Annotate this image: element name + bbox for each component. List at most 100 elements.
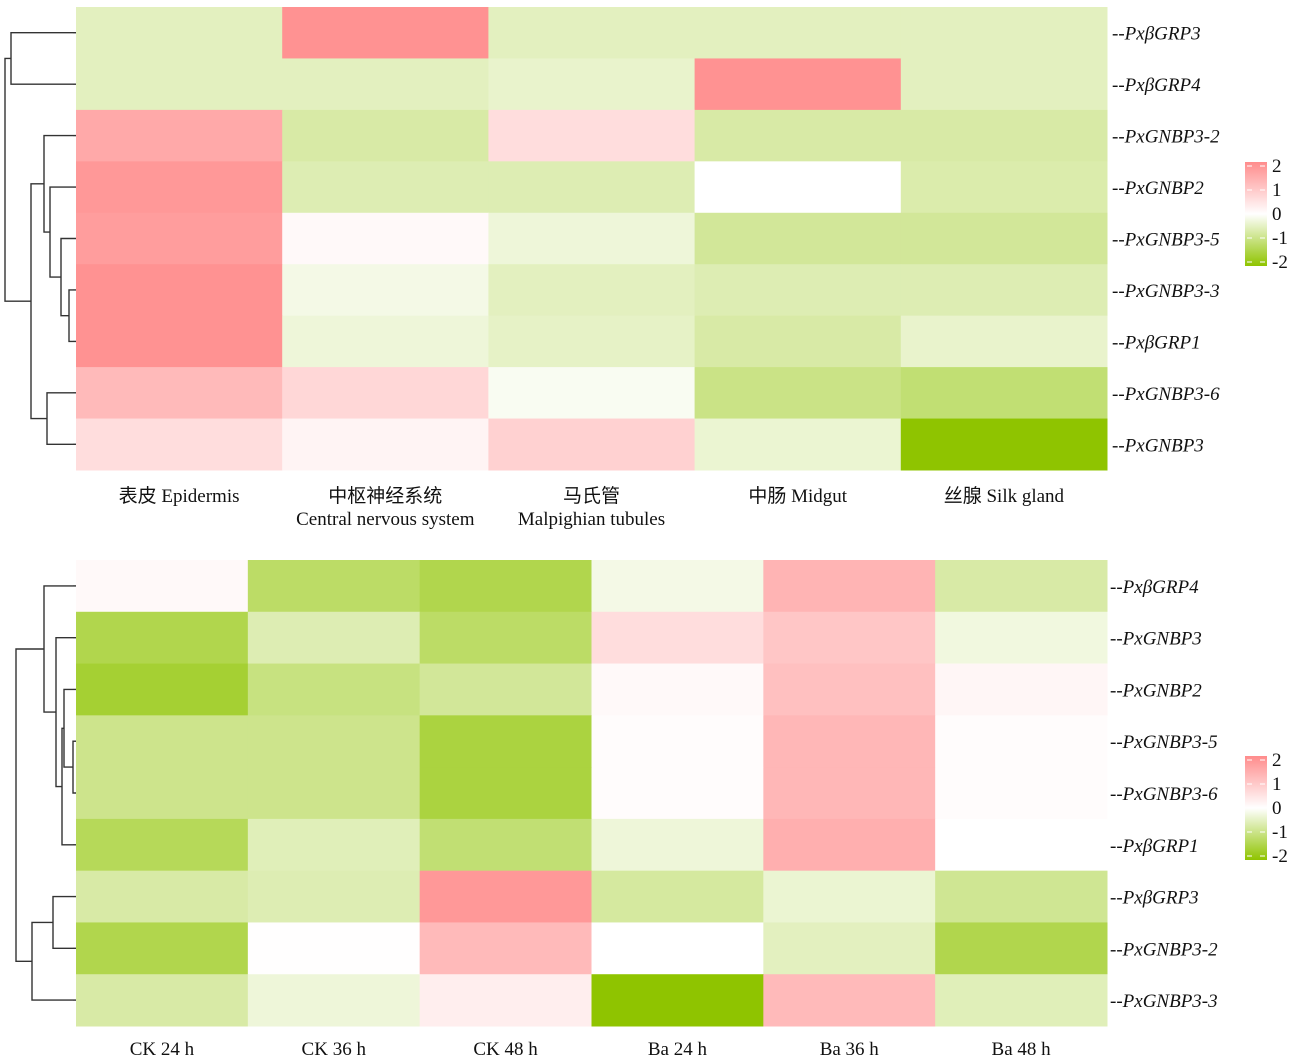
heatmap-cell	[694, 109, 902, 162]
dendrogram-branch	[15, 648, 44, 962]
heatmap-cell	[488, 109, 696, 162]
heatmap-cell	[900, 418, 1108, 471]
row-label: --PxβGRP1	[1110, 836, 1199, 857]
heatmap-cell	[900, 58, 1108, 111]
heatmap-cell	[419, 663, 592, 716]
row-label: --PxβGRP3	[1112, 24, 1201, 45]
legend-label: 0	[1272, 204, 1282, 225]
heatmap-cell	[76, 974, 249, 1027]
heatmap-cell	[419, 974, 592, 1027]
heatmap-panel-2: --PxβGRP4 --PxGNBP3 --PxGNBP2 --PxGNBP3-5 --…	[15, 560, 1288, 1059]
heatmap-cell	[76, 663, 249, 716]
heatmap-cell	[419, 767, 592, 820]
color-scale-bar	[1245, 162, 1267, 266]
row-dendrogram	[15, 585, 76, 1001]
heatmap-cell	[76, 418, 283, 471]
row-label: --PxGNBP2	[1110, 680, 1202, 701]
heatmap-cell	[935, 818, 1108, 872]
heatmap-cell	[591, 922, 764, 975]
heatmap-cell	[591, 870, 764, 923]
heatmap-cell	[76, 560, 249, 613]
heatmap-cell	[591, 767, 764, 820]
heatmap-cell	[694, 367, 902, 420]
legend-label: -2	[1272, 846, 1288, 867]
row-dendrogram	[4, 32, 76, 445]
heatmap-cell	[76, 870, 249, 923]
column-label: Central nervous system	[296, 509, 475, 530]
heatmap-cell	[419, 922, 592, 975]
heatmap-cell	[488, 418, 696, 471]
color-legend: 2 1 0 -1 -2	[1245, 750, 1288, 867]
heatmap-cell	[76, 767, 249, 820]
heatmap-cell	[282, 58, 489, 111]
color-scale-bar	[1245, 756, 1267, 860]
dendrogram-branch	[43, 585, 76, 713]
column-label: 马氏管	[563, 485, 620, 507]
heatmap-cell	[591, 818, 764, 872]
heatmap-cell	[763, 870, 936, 923]
heatmap-cell	[694, 418, 902, 471]
heatmap-cell	[247, 870, 421, 923]
heatmap-cell	[694, 264, 902, 317]
legend-label: 0	[1272, 798, 1282, 819]
column-label: 中肠 Midgut	[748, 485, 847, 507]
heatmap-cell	[591, 611, 764, 665]
heatmap-cell	[488, 264, 696, 317]
legend-label: -1	[1272, 822, 1288, 843]
heatmap-cell	[763, 818, 936, 872]
row-label: --PxGNBP3-5	[1112, 230, 1220, 251]
row-label: --PxβGRP3	[1110, 888, 1199, 909]
dendrogram-branch	[49, 186, 76, 278]
row-label: --PxβGRP1	[1112, 332, 1201, 353]
column-label: CK 24 h	[130, 1039, 195, 1059]
heatmap-cell	[935, 922, 1108, 975]
heatmap-cell	[694, 212, 902, 265]
heatmap-cell	[419, 870, 592, 923]
heatmap-cell	[76, 611, 249, 665]
row-label: --PxGNBP3-3	[1112, 281, 1220, 302]
dendrogram-branch	[46, 392, 76, 445]
heatmap-cell	[247, 611, 421, 665]
column-label: Ba 24 h	[648, 1039, 708, 1059]
heatmap-cell	[694, 315, 902, 368]
heatmap-cell	[763, 715, 936, 768]
heatmap-cell	[763, 974, 936, 1027]
heatmap-cell	[76, 922, 249, 975]
heatmap-cell	[247, 560, 421, 613]
legend-label: 2	[1272, 156, 1282, 177]
heatmap-cell	[935, 611, 1108, 665]
heatmap-cell	[419, 818, 592, 872]
heatmap-cell	[591, 974, 764, 1027]
heatmap-cell	[282, 315, 489, 368]
row-label: --PxGNBP3-2	[1110, 939, 1218, 960]
heatmap-cell	[76, 264, 283, 317]
heatmap-cell	[763, 922, 936, 975]
heatmap-cell	[694, 161, 902, 214]
heatmap-cell	[591, 560, 764, 613]
heatmap-cell	[282, 7, 489, 59]
dendrogram-branch	[4, 57, 31, 302]
row-label: --PxGNBP3-2	[1112, 127, 1220, 148]
heatmap-cell	[76, 212, 283, 265]
heatmap-cell	[935, 870, 1108, 923]
heatmap-cell	[282, 109, 489, 162]
heatmap-cell	[488, 7, 696, 59]
heatmap-cell	[591, 663, 764, 716]
heatmap-cell	[247, 974, 421, 1027]
heatmap-cell	[935, 767, 1108, 820]
heatmap-cell	[488, 58, 696, 111]
heatmap-cell	[900, 109, 1108, 162]
dendrogram-branch	[10, 32, 76, 85]
row-label: --PxGNBP3-6	[1112, 384, 1220, 405]
heatmap-cell	[935, 560, 1108, 613]
heatmap-cell	[763, 767, 936, 820]
heatmap-cell	[247, 922, 421, 975]
heatmap-cell	[76, 58, 283, 111]
heatmap-cell	[282, 264, 489, 317]
legend-label: 1	[1272, 774, 1282, 795]
heatmap-cell	[419, 560, 592, 613]
heatmap-panel-1: --PxβGRP3--PxβGRP4--PxGNBP3-2--PxGNBP2--…	[4, 7, 1288, 530]
heatmap-cell	[419, 611, 592, 665]
row-label: --PxβGRP4	[1112, 75, 1201, 96]
